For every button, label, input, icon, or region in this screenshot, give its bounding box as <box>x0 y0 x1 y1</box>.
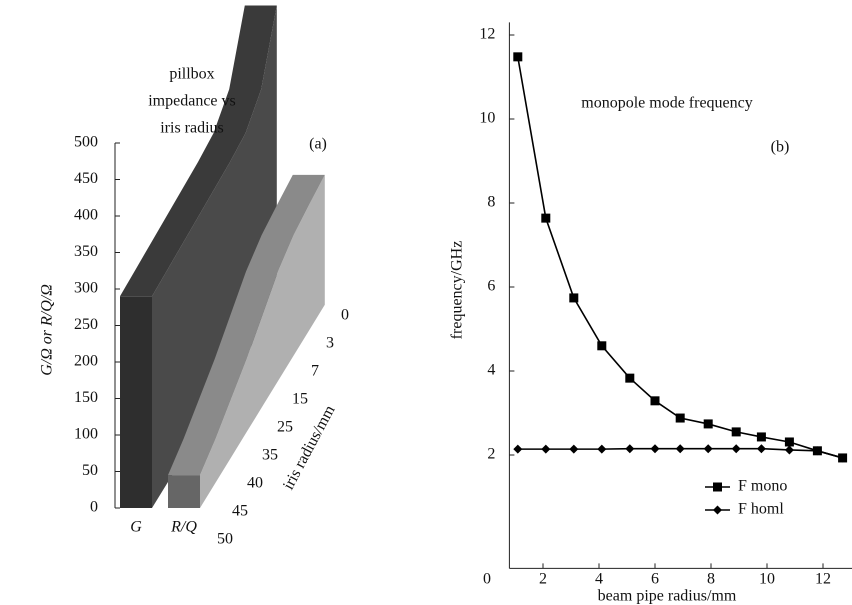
data-point <box>756 432 766 442</box>
depth-tick-label: 0 <box>341 307 349 324</box>
legend-marker <box>713 505 722 515</box>
y-tick-label: 200 <box>74 353 98 370</box>
legend-marker <box>713 482 722 492</box>
y-tick-label: 12 <box>479 26 495 43</box>
y-tick-label: 6 <box>487 278 495 295</box>
x-tick-label: 0 <box>483 571 491 588</box>
ribbon-front <box>120 296 152 508</box>
depth-axis-label: iris radius/mm <box>280 402 339 492</box>
ribbon-front <box>168 475 200 508</box>
depth-tick-label: 40 <box>247 475 263 492</box>
x-tick-label: 6 <box>651 571 659 588</box>
x-tick-label: 8 <box>707 571 715 588</box>
depth-tick-label: 50 <box>217 531 233 548</box>
data-point <box>513 444 523 454</box>
data-point <box>838 453 848 463</box>
depth-tick-label: 7 <box>311 363 319 380</box>
annotation: impedance vs <box>148 93 236 110</box>
y-tick-label: 450 <box>74 170 98 187</box>
y-tick-label: 350 <box>74 243 98 260</box>
data-point <box>731 427 741 437</box>
data-point <box>597 341 607 351</box>
x-axis-label: beam pipe radius/mm <box>598 588 737 605</box>
legend-label: F homl <box>738 501 784 518</box>
data-point <box>703 444 713 454</box>
data-point <box>541 444 551 454</box>
y-tick-label: 250 <box>74 316 98 333</box>
series-label: R/Q <box>170 519 197 536</box>
data-point <box>650 396 660 406</box>
depth-tick-label: 45 <box>232 503 248 520</box>
data-point <box>703 419 713 429</box>
x-tick-label: 4 <box>595 571 603 588</box>
data-point <box>513 52 523 62</box>
data-point <box>731 444 741 454</box>
data-point <box>625 373 635 383</box>
data-point <box>675 413 685 423</box>
y-tick-label: 150 <box>74 389 98 406</box>
ribbon-top <box>168 174 325 476</box>
data-point <box>812 446 822 456</box>
ribbon-side <box>200 174 325 509</box>
y-tick-label: 10 <box>479 110 495 127</box>
annotation: iris radius <box>160 120 224 137</box>
ribbon-side <box>152 5 277 508</box>
ribbon-top <box>120 5 277 297</box>
panel-label: (b) <box>771 139 790 156</box>
y-axis-label: G/Ω or R/Q/Ω <box>39 284 56 376</box>
x-tick-label: 10 <box>759 571 775 588</box>
y-tick-label: 8 <box>487 194 495 211</box>
data-point <box>784 445 794 455</box>
y-tick-label: 0 <box>90 499 98 516</box>
data-point <box>784 437 794 447</box>
depth-tick-label: 3 <box>326 335 334 352</box>
data-point <box>569 444 579 454</box>
y-tick-label: 400 <box>74 207 98 224</box>
depth-tick-label: 25 <box>277 419 293 436</box>
data-point <box>675 444 685 454</box>
data-point <box>625 444 635 454</box>
data-point <box>541 213 551 223</box>
legend-label: F mono <box>738 478 787 495</box>
y-axis-label: frequency/GHz <box>449 241 466 340</box>
y-tick-label: 2 <box>487 446 495 463</box>
data-point <box>756 444 766 454</box>
panel-label: (a) <box>309 136 327 153</box>
depth-tick-label: 35 <box>262 447 278 464</box>
x-tick-label: 12 <box>815 571 831 588</box>
series-label: G <box>130 519 142 536</box>
data-point <box>650 444 660 454</box>
y-tick-label: 500 <box>74 134 98 151</box>
x-tick-label: 2 <box>539 571 547 588</box>
y-tick-label: 100 <box>74 426 98 443</box>
data-point <box>597 444 607 454</box>
y-tick-label: 4 <box>487 362 495 379</box>
data-point <box>569 293 579 303</box>
annotation: monopole mode frequency <box>581 95 753 112</box>
series-line <box>517 56 843 459</box>
annotation: pillbox <box>169 66 214 83</box>
depth-tick-label: 15 <box>292 391 308 408</box>
y-tick-label: 50 <box>82 462 98 479</box>
y-tick-label: 300 <box>74 280 98 297</box>
